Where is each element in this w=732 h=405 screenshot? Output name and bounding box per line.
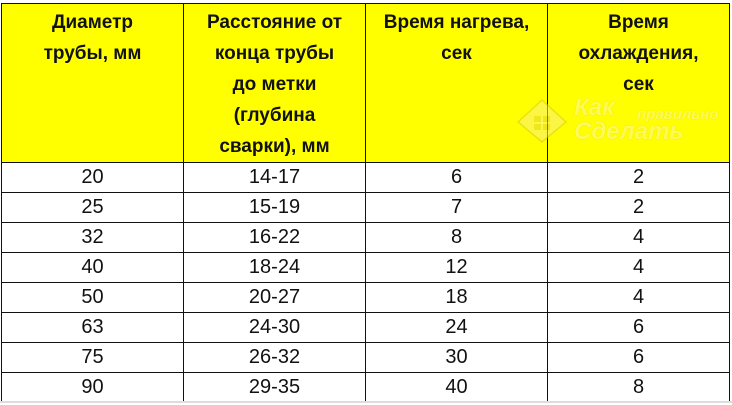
column-header-line: Расстояние от [206,12,343,33]
column-header-line: сварки), мм [219,136,330,157]
column-header-line: сек [441,43,472,64]
table-cell: 20-27 [183,282,366,313]
table-row: 63 24-30 24 6 [1,312,730,343]
column-header-line: охлаждения, [578,43,699,64]
table-row: 32 16-22 8 4 [1,222,730,253]
table-cell: 15-19 [183,192,366,223]
column-header-line: до метки [232,74,317,95]
table-cell: 18 [365,282,548,313]
table-cell: 4 [547,222,730,253]
table-cell: 8 [547,372,730,403]
table-cell: 63 [1,312,184,343]
table-cell: 16-22 [183,222,366,253]
table-row: 90 29-35 40 8 [1,372,730,403]
table-cell: 18-24 [183,252,366,283]
table-cell: 90 [1,372,184,403]
table-cell: 40 [1,252,184,283]
table-cell: 2 [547,192,730,223]
table-row: 20 14-17 6 2 [1,162,730,193]
welding-table: Диаметр трубы, мм Расстояние от конца трубы… [1,3,730,403]
table-cell: 8 [365,222,548,253]
table-row: 40 18-24 12 4 [1,252,730,283]
table-cell: 14-17 [183,162,366,193]
table-row: 50 20-27 18 4 [1,282,730,313]
column-header-line: Время нагрева, [383,12,530,33]
table-cell: 30 [365,342,548,373]
header-row: Диаметр трубы, мм Расстояние от конца трубы… [1,3,730,163]
table-cell: 29-35 [183,372,366,403]
column-header-line: конца трубы [214,43,335,64]
table-cell: 24 [365,312,548,343]
table-cell: 40 [365,372,548,403]
table-cell: 6 [365,162,548,193]
table-cell: 12 [365,252,548,283]
column-header-line: сек [623,74,654,95]
table-cell: 4 [547,252,730,283]
table-cell: 26-32 [183,342,366,373]
table-cell: 20 [1,162,184,193]
column-header-line: (глубина [233,105,316,126]
column-header: Расстояние от конца трубы до метки (глубина… [183,3,366,163]
table-cell: 24-30 [183,312,366,343]
table-cell: 6 [547,312,730,343]
column-header: Время нагрева, сек [365,3,548,163]
table-cell: 6 [547,342,730,373]
table-row: 25 15-19 7 2 [1,192,730,223]
column-header: Время охлаждения, сек [547,3,730,163]
table-cell: 2 [547,162,730,193]
table-cell: 4 [547,282,730,313]
divider [0,401,732,403]
table-cell: 75 [1,342,184,373]
column-header: Диаметр трубы, мм [1,3,184,163]
table-cell: 50 [1,282,184,313]
table-cell: 32 [1,222,184,253]
table-cell: 25 [1,192,184,223]
table-cell: 7 [365,192,548,223]
column-header-line: трубы, мм [43,43,142,64]
table-row: 75 26-32 30 6 [1,342,730,373]
column-header-line: Время [608,12,669,33]
column-header-line: Диаметр [51,12,134,33]
